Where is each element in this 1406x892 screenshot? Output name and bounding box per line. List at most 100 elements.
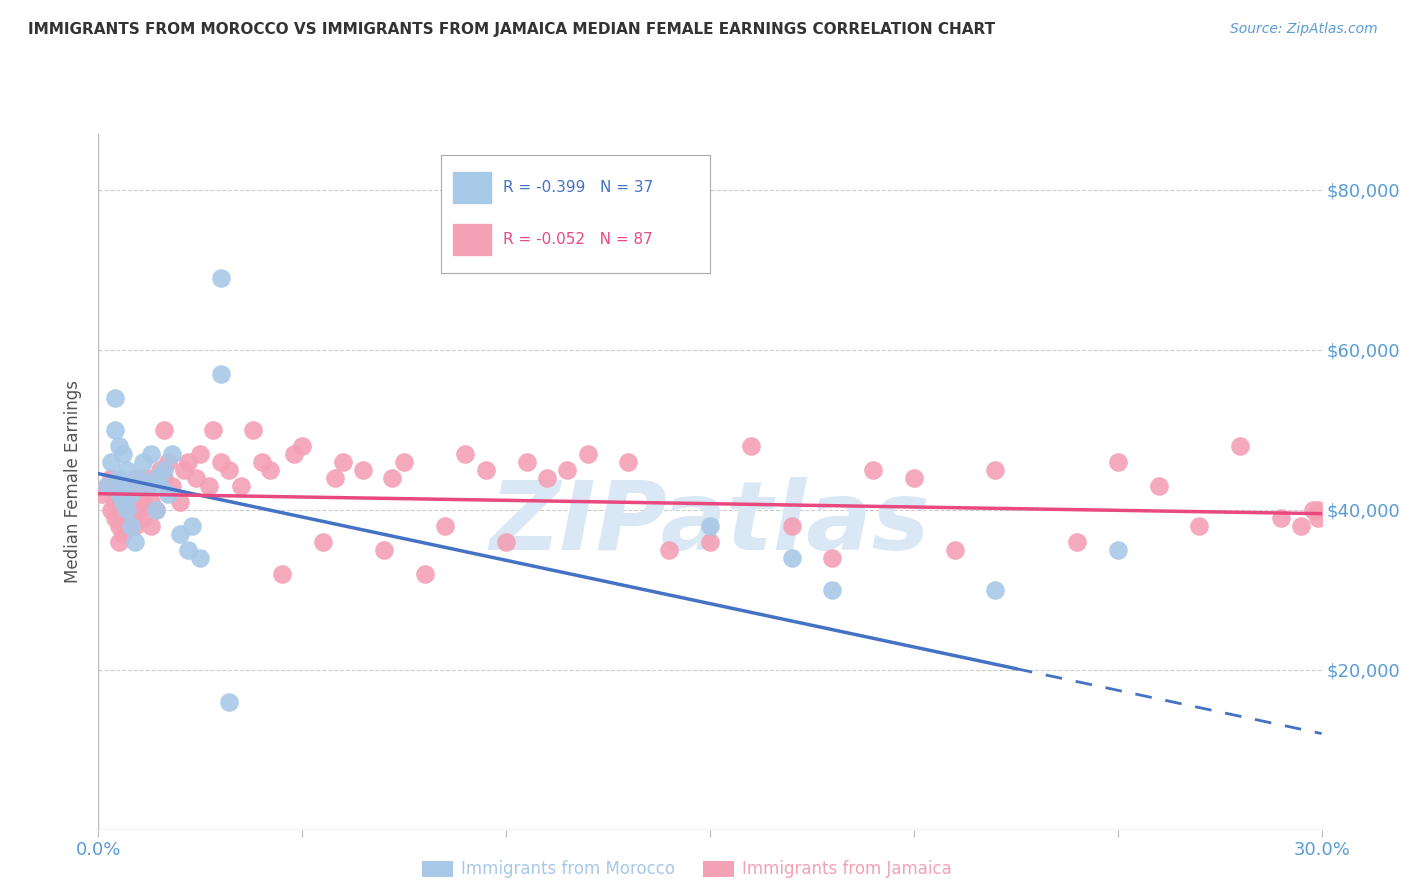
Point: [91, 486, 114, 500]
Point: [152, 471, 174, 485]
Point: [434, 518, 457, 533]
Point: [104, 510, 127, 524]
Point: [100, 471, 122, 485]
Point: [392, 455, 416, 469]
Point: [108, 502, 131, 516]
Text: Immigrants from Morocco: Immigrants from Morocco: [461, 860, 675, 878]
Point: [111, 494, 134, 508]
Point: [209, 270, 232, 285]
Point: [160, 447, 183, 461]
Point: [943, 542, 966, 557]
Point: [128, 502, 150, 516]
Point: [124, 534, 146, 549]
Text: ZIPatlas: ZIPatlas: [489, 477, 931, 570]
Point: [1107, 455, 1129, 469]
Point: [188, 550, 212, 565]
Point: [373, 542, 395, 557]
Point: [132, 455, 155, 469]
Point: [115, 463, 138, 477]
Point: [136, 471, 159, 485]
Point: [104, 391, 127, 405]
Point: [352, 463, 374, 477]
Point: [100, 502, 122, 516]
Point: [141, 494, 163, 508]
Point: [169, 494, 191, 508]
Point: [104, 494, 127, 508]
Point: [96, 478, 118, 492]
Point: [111, 447, 134, 461]
Point: [201, 423, 224, 437]
Point: [108, 518, 131, 533]
Point: [821, 582, 844, 597]
Text: Immigrants from Jamaica: Immigrants from Jamaica: [742, 860, 952, 878]
Point: [862, 463, 884, 477]
Point: [699, 534, 721, 549]
Point: [181, 518, 204, 533]
Point: [128, 471, 150, 485]
Point: [177, 542, 200, 557]
Point: [108, 478, 131, 492]
Point: [699, 518, 721, 533]
Point: [283, 447, 305, 461]
Point: [141, 518, 163, 533]
Point: [96, 478, 118, 492]
Point: [218, 695, 240, 709]
Point: [108, 486, 131, 500]
Point: [454, 447, 477, 461]
Point: [984, 582, 1007, 597]
Point: [111, 510, 134, 524]
Point: [152, 423, 174, 437]
Text: IMMIGRANTS FROM MOROCCO VS IMMIGRANTS FROM JAMAICA MEDIAN FEMALE EARNINGS CORREL: IMMIGRANTS FROM MOROCCO VS IMMIGRANTS FR…: [28, 22, 995, 37]
Point: [111, 478, 134, 492]
Point: [197, 478, 219, 492]
Point: [231, 478, 253, 492]
Point: [115, 502, 138, 516]
Point: [136, 478, 159, 492]
Point: [145, 502, 167, 516]
Point: [780, 518, 803, 533]
Point: [740, 439, 762, 453]
Point: [576, 447, 599, 461]
Point: [332, 455, 354, 469]
Point: [1306, 502, 1329, 516]
Point: [1302, 502, 1324, 516]
Point: [104, 423, 127, 437]
Point: [821, 550, 844, 565]
Point: [173, 463, 195, 477]
Point: [104, 486, 127, 500]
Point: [1066, 534, 1088, 549]
Point: [323, 471, 346, 485]
Point: [270, 566, 294, 581]
Point: [1229, 439, 1251, 453]
Point: [259, 463, 281, 477]
Point: [557, 463, 579, 477]
Point: [108, 439, 131, 453]
Point: [128, 486, 150, 500]
Point: [115, 478, 138, 492]
Point: [111, 494, 134, 508]
Point: [536, 471, 558, 485]
Point: [120, 494, 142, 508]
Point: [780, 550, 803, 565]
Point: [132, 510, 155, 524]
Point: [108, 471, 131, 485]
Point: [156, 486, 179, 500]
Point: [188, 447, 212, 461]
Point: [145, 471, 167, 485]
Point: [250, 455, 273, 469]
Point: [156, 455, 179, 469]
Point: [120, 510, 142, 524]
Point: [516, 455, 538, 469]
Y-axis label: Median Female Earnings: Median Female Earnings: [65, 380, 83, 583]
Point: [413, 566, 436, 581]
Point: [141, 447, 163, 461]
Point: [149, 463, 172, 477]
Point: [242, 423, 264, 437]
Point: [903, 471, 925, 485]
Point: [474, 463, 498, 477]
Point: [120, 518, 142, 533]
Point: [152, 463, 174, 477]
Point: [617, 455, 640, 469]
Point: [658, 542, 681, 557]
Point: [1306, 510, 1329, 524]
